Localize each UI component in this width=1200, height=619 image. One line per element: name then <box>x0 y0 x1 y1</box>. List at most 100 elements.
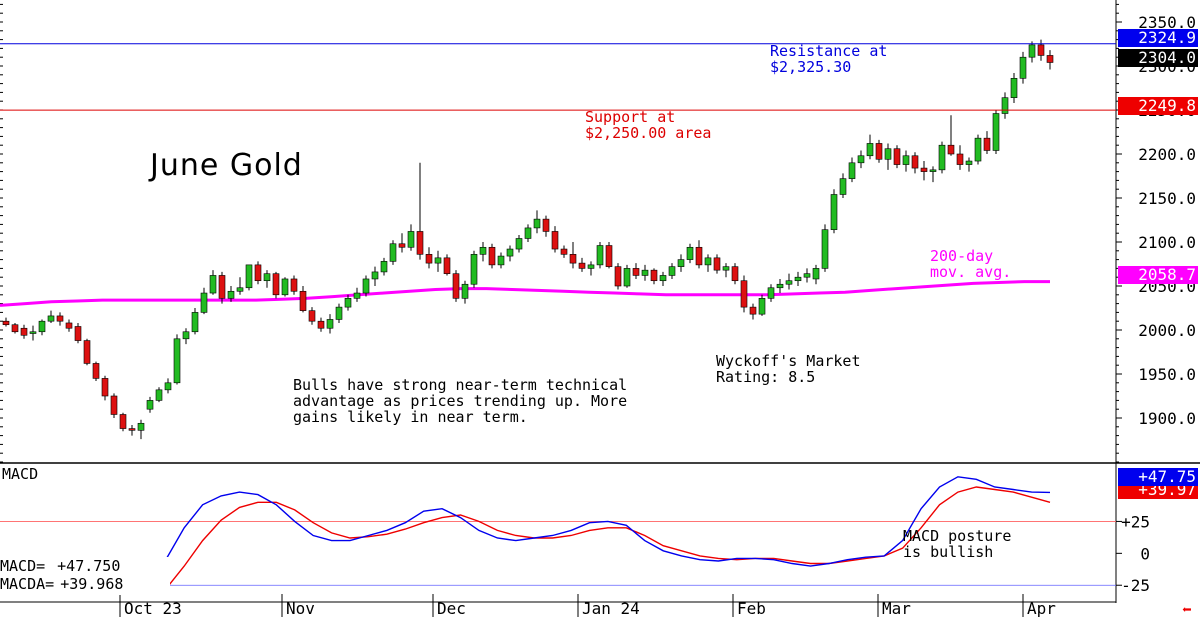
price-tick-label: 2100.0 <box>1138 233 1196 252</box>
candle <box>489 244 495 269</box>
support-resistance-layer <box>0 44 1116 110</box>
ma-200-line <box>0 282 1050 306</box>
candle <box>579 258 585 272</box>
candle <box>480 242 486 261</box>
price-tick-label: 2000.0 <box>1138 321 1196 340</box>
candle-body-up <box>624 268 630 286</box>
candle <box>381 258 387 276</box>
candle <box>237 277 243 295</box>
rating-line1: Wyckoff's Market <box>716 354 861 369</box>
candle-body-down <box>1047 55 1053 62</box>
date-tick-label: Mar <box>882 599 911 617</box>
candle-body-up <box>480 247 486 254</box>
candle-body-up <box>183 332 189 339</box>
candle-body-up <box>156 390 162 401</box>
candle <box>102 376 108 401</box>
candle <box>111 393 117 418</box>
candle <box>147 397 153 413</box>
candle-body-up <box>1029 45 1035 57</box>
resistance-label-line1: Resistance at <box>770 44 887 59</box>
candle <box>291 275 297 294</box>
candle <box>507 246 513 262</box>
candle <box>462 281 468 304</box>
candle-body-down <box>426 254 432 263</box>
candle-body-down <box>579 263 585 268</box>
date-tick-label: Dec <box>437 599 466 617</box>
candle-body-up <box>30 332 36 334</box>
ma-price-tag: 2058.7 <box>1118 266 1198 284</box>
price-tick-label: 1900.0 <box>1138 409 1196 428</box>
candle <box>984 131 990 154</box>
candle <box>525 224 531 242</box>
candle <box>318 318 324 332</box>
candle-body-up <box>660 275 666 280</box>
chart-title: June Gold <box>150 148 303 183</box>
candle-body-up <box>867 143 873 155</box>
candle-body-up <box>354 293 360 298</box>
analysis-line1: Bulls have strong near-term technical <box>293 378 627 393</box>
candle <box>453 270 459 302</box>
candle <box>57 312 63 325</box>
candle <box>813 265 819 284</box>
candle-body-up <box>849 163 855 179</box>
candle <box>516 235 522 253</box>
candle-body-up <box>795 277 801 281</box>
candle-body-up <box>228 291 234 298</box>
candle <box>66 319 72 331</box>
macd-annotation-line2: is bullish <box>903 545 993 560</box>
candle <box>759 295 765 316</box>
candle-body-down <box>75 326 81 340</box>
resistance-price-tag: 2324.9 <box>1118 29 1198 47</box>
candle-body-up <box>381 261 387 272</box>
candle-body-down <box>417 231 423 254</box>
candle-body-up <box>885 149 891 160</box>
candle-body-down <box>732 267 738 281</box>
candle-body-up <box>165 383 171 390</box>
resistance-label-line2: $2,325.30 <box>770 60 851 75</box>
candle <box>354 288 360 302</box>
candle-body-up <box>210 275 216 293</box>
analysis-line3: gains likely in near term. <box>293 410 528 425</box>
candle-body-down <box>399 244 405 248</box>
macd-tick-label: -25 <box>1121 576 1150 595</box>
date-axis: Oct 23 Nov Dec Jan 24 Feb Mar Apr <box>120 594 1056 617</box>
price-tick-label: 2200.0 <box>1138 145 1196 164</box>
candle <box>714 254 720 273</box>
candle-body-up <box>237 288 243 292</box>
candle <box>786 274 792 290</box>
candle-body-up <box>768 288 774 299</box>
candle-body-down <box>12 325 18 332</box>
candle <box>624 265 630 288</box>
candle <box>831 189 837 233</box>
candle-body-up <box>597 246 603 265</box>
candle-body-up <box>390 244 396 262</box>
candle-body-down <box>561 249 567 254</box>
candle <box>597 242 603 268</box>
candle-body-up <box>642 270 648 275</box>
candle <box>993 110 999 154</box>
candle-body-up <box>498 256 504 265</box>
candle-body-down <box>714 258 720 270</box>
candle <box>1011 73 1017 103</box>
candle <box>822 224 828 272</box>
scroll-left-arrow-icon[interactable]: ⬅ <box>1182 600 1192 619</box>
candle-body-up <box>930 170 936 172</box>
candle-body-up <box>759 298 765 314</box>
candle <box>651 268 657 284</box>
candle <box>669 263 675 279</box>
candle-body-up <box>534 219 540 228</box>
candle <box>732 263 738 284</box>
candle <box>1029 41 1035 62</box>
candle-body-up <box>201 293 207 312</box>
candle <box>687 244 693 263</box>
candle-body-up <box>777 284 783 288</box>
candle-body-up <box>471 254 477 284</box>
candle <box>39 319 45 335</box>
candle-body-down <box>93 363 99 378</box>
candle <box>903 150 909 171</box>
candle <box>804 268 810 282</box>
candle-body-down <box>633 268 639 275</box>
last-price-tag: 2304.0 <box>1118 49 1198 67</box>
candle <box>849 158 855 183</box>
candle-body-up <box>723 267 729 271</box>
